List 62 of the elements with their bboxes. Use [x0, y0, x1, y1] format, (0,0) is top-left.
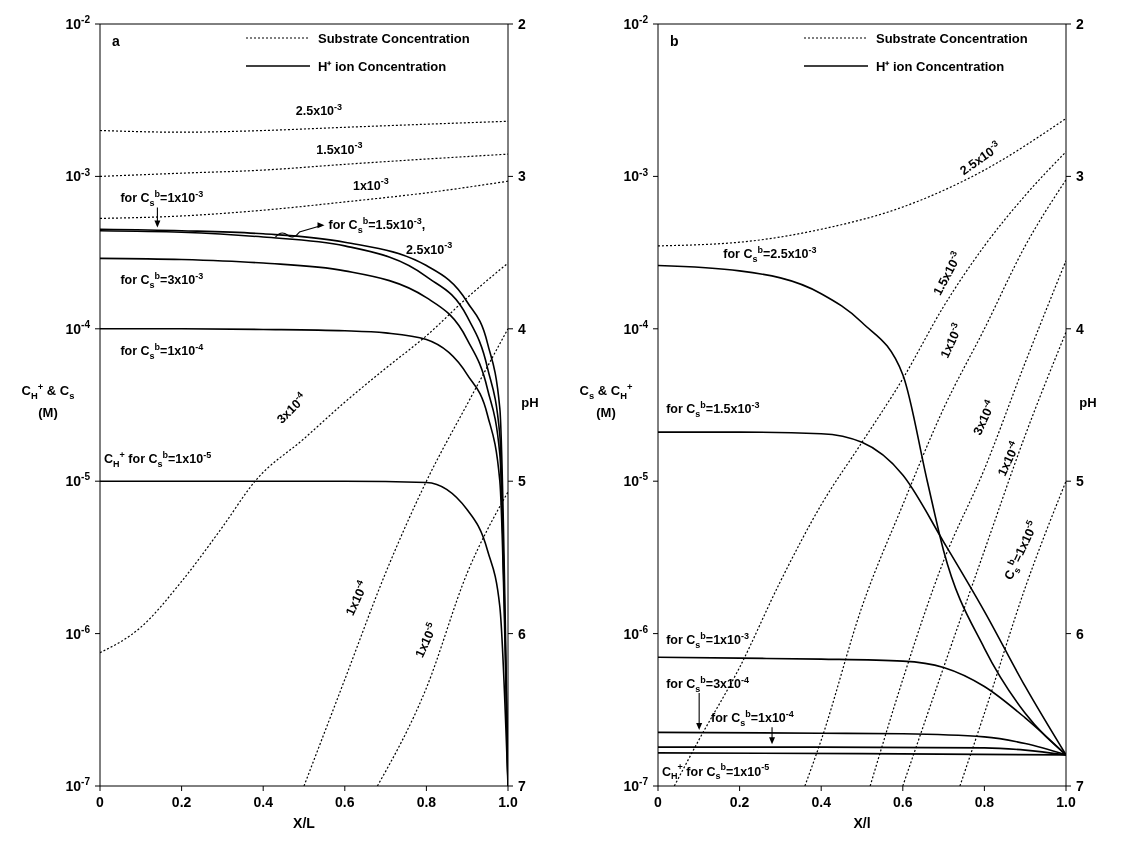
x-tick-label: 0.2	[729, 794, 750, 810]
annotation: 1.5x10$^{-3}$	[316, 140, 363, 157]
annotation: for C$_{s}$$^{b}$=1.5x10$^{-3}$	[666, 399, 760, 419]
y-tick-label: 10$^{-5}$	[623, 471, 649, 490]
y2-tick-label: 5	[518, 473, 526, 490]
y2-tick-label: 4	[518, 320, 526, 337]
x-tick-label: 0.4	[253, 794, 274, 810]
legend-label: Substrate Concentration	[318, 31, 470, 46]
y-tick-label: 10$^{-4}$	[623, 318, 649, 337]
y2-tick-label: 3	[518, 168, 526, 185]
x-tick-label: 0.6	[893, 794, 913, 810]
y2-tick-label: 7	[1076, 778, 1084, 794]
y2-tick-label: 6	[1076, 625, 1084, 642]
annotation: for C$_{s}$$^{b}$=1x10$^{-3}$	[666, 631, 749, 651]
y-tick-label: 10$^{-6}$	[65, 623, 91, 642]
y-tick-label: 10$^{-7}$	[65, 776, 91, 794]
x-tick-label: 1.0	[1056, 794, 1076, 810]
annotation: for C$_{s}$$^{b}$=3x10$^{-3}$	[120, 270, 204, 290]
annotation: C$_{H}$$^{+}$ for C$_{s}$$^{b}$=1x10$^{-5}$	[662, 762, 770, 782]
x-tick-label: 0.2	[171, 794, 192, 810]
x-tick-label: 0.4	[811, 794, 832, 810]
y2-axis-title: pH	[521, 395, 539, 410]
annotation: for C$_{s}$$^{b}$=1x10$^{-4}$	[711, 708, 794, 728]
text: b	[670, 33, 679, 49]
annotation: for C$_{s}$$^{b}$=3x10$^{-4}$	[666, 674, 749, 694]
y2-tick-label: 7	[518, 778, 526, 794]
y-tick-label: 10$^{-2}$	[65, 14, 91, 32]
legend-label: H⁺ ion Concentration	[318, 59, 447, 74]
annotation: 2.5x10$^{-3}$	[295, 101, 343, 118]
y-tick-label: 10$^{-2}$	[623, 14, 649, 32]
y2-tick-label: 2	[518, 16, 526, 32]
y2-tick-label: 2	[1076, 16, 1084, 32]
x-axis-title: X/l	[853, 815, 871, 831]
x-tick-label: 0	[96, 794, 105, 810]
text: a	[112, 33, 120, 49]
x-tick-label: 0	[654, 794, 663, 810]
y2-tick-label: 6	[518, 625, 526, 642]
legend-label: Substrate Concentration	[876, 31, 1028, 46]
x-tick-label: 0.8	[974, 794, 995, 810]
y-tick-label: 10$^{-6}$	[623, 623, 649, 642]
annotation: C$_{H}$$^{+}$ for C$_{s}$$^{b}$=1x10$^{-5}$	[104, 449, 212, 469]
legend-label: H⁺ ion Concentration	[876, 59, 1005, 74]
annotation: 1x10$^{-3}$	[352, 176, 389, 193]
annotation: 2.5x10$^{-3}$	[406, 240, 453, 257]
y-tick-label: 10$^{-3}$	[623, 166, 649, 185]
y-tick-label: 10$^{-7}$	[623, 776, 649, 794]
y-tick-label: 10$^{-3}$	[65, 166, 91, 185]
annotation: for C$_{s}$$^{b}$=1.5x10$^{-3}$,	[328, 215, 426, 235]
x-axis-title: X/L	[293, 815, 316, 831]
x-tick-label: 0.6	[335, 794, 355, 810]
text: C$_{H}$$^{+}$ & C$_{s}$ (M)	[21, 381, 75, 420]
y2-axis-title: pH	[1079, 395, 1097, 410]
x-tick-label: 0.8	[416, 794, 437, 810]
y-tick-label: 10$^{-4}$	[65, 318, 91, 337]
annotation: for C$_{s}$$^{b}$=1x10$^{-3}$	[120, 189, 204, 209]
x-tick-label: 1.0	[498, 794, 518, 810]
y2-tick-label: 4	[1076, 320, 1084, 337]
annotation: for C$_{s}$$^{b}$=1x10$^{-4}$	[120, 341, 204, 361]
annotation: for C$_{s}$$^{b}$=2.5x10$^{-3}$	[723, 244, 817, 264]
y2-tick-label: 3	[1076, 168, 1084, 185]
y-tick-label: 10$^{-5}$	[65, 471, 91, 490]
y2-tick-label: 5	[1076, 473, 1084, 490]
